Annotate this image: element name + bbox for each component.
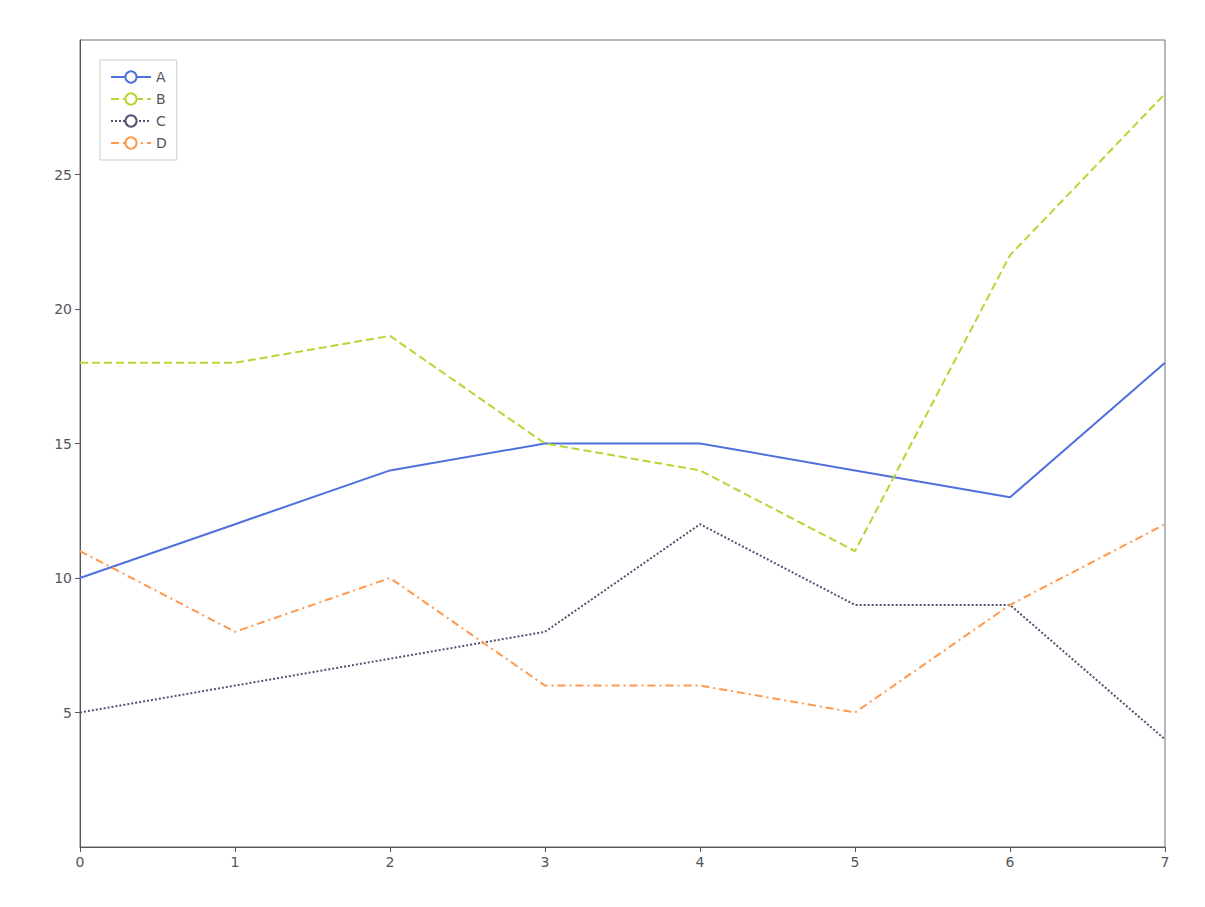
svg-text:B: B (156, 91, 166, 107)
svg-text:C: C (156, 113, 166, 129)
svg-text:25: 25 (54, 167, 72, 183)
svg-text:D: D (156, 135, 167, 151)
svg-text:2: 2 (386, 854, 395, 870)
svg-text:A: A (156, 69, 166, 85)
svg-text:15: 15 (54, 436, 72, 452)
svg-text:10: 10 (54, 570, 72, 586)
svg-text:3: 3 (541, 854, 550, 870)
svg-text:20: 20 (54, 301, 72, 317)
svg-text:4: 4 (696, 854, 705, 870)
svg-text:1: 1 (231, 854, 240, 870)
svg-text:5: 5 (851, 854, 860, 870)
svg-text:6: 6 (1006, 854, 1015, 870)
svg-text:0: 0 (76, 854, 85, 870)
svg-text:5: 5 (63, 705, 72, 721)
svg-text:7: 7 (1161, 854, 1170, 870)
